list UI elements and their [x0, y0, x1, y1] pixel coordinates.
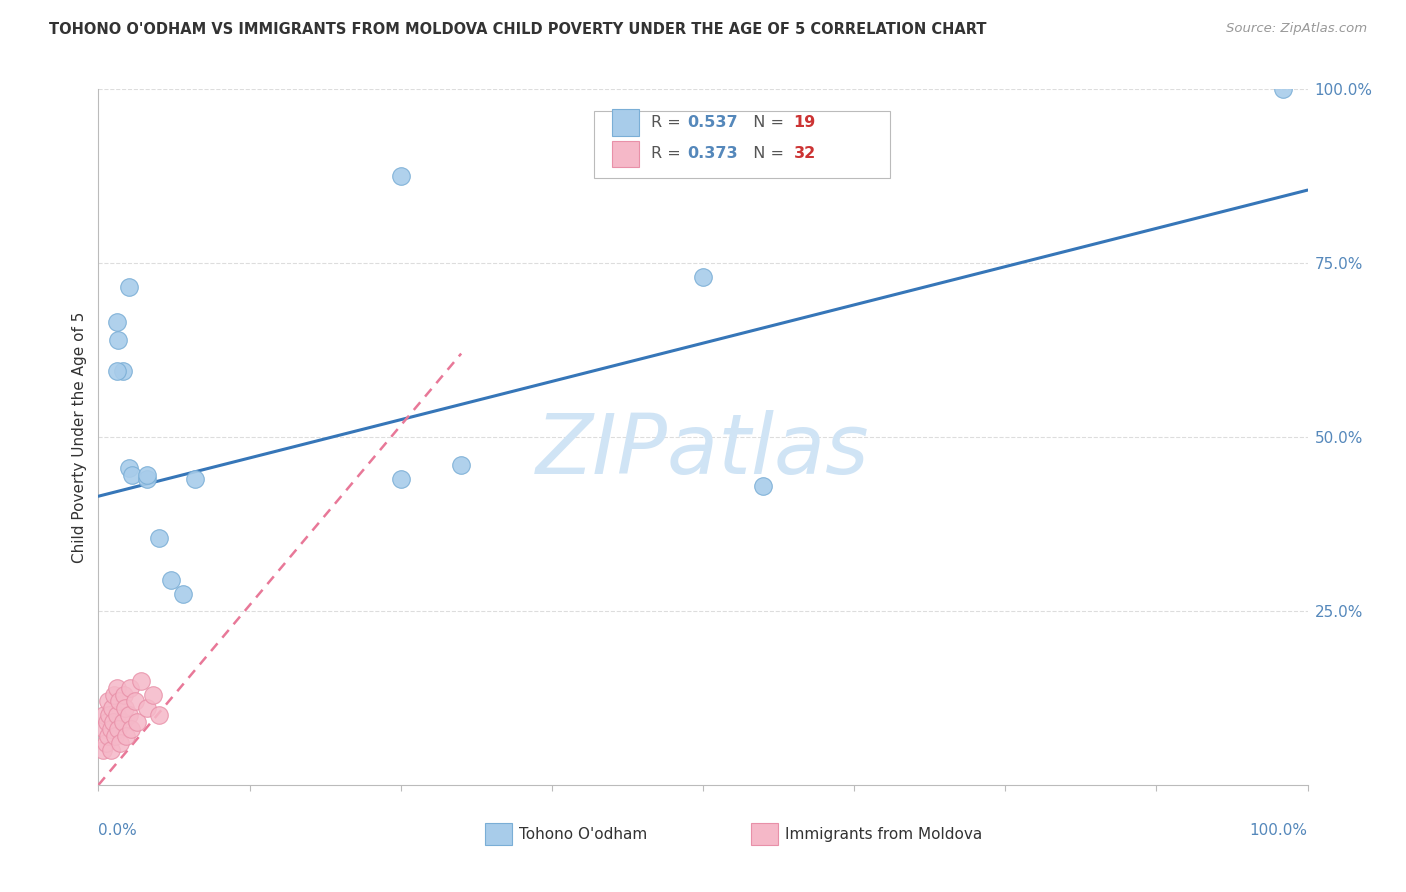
Point — [1272, 82, 1295, 96]
Point — [389, 169, 412, 184]
Point — [103, 688, 125, 702]
Point — [108, 736, 131, 750]
Point — [184, 472, 207, 486]
Point — [692, 270, 714, 285]
Point — [160, 573, 183, 587]
Point — [105, 708, 128, 723]
Point — [91, 743, 114, 757]
Point — [172, 587, 194, 601]
Point — [129, 673, 152, 688]
Point — [100, 723, 122, 737]
Point — [111, 364, 134, 378]
Point — [114, 701, 136, 715]
Point — [115, 729, 138, 743]
Point — [121, 468, 143, 483]
Point — [104, 729, 127, 743]
Point — [98, 708, 121, 723]
Point — [148, 708, 170, 723]
Text: 19: 19 — [793, 115, 815, 130]
Point — [112, 688, 135, 702]
Point — [105, 364, 128, 378]
Point — [752, 479, 775, 493]
Text: Immigrants from Moldova: Immigrants from Moldova — [785, 827, 983, 842]
Text: 0.0%: 0.0% — [98, 823, 138, 838]
FancyBboxPatch shape — [613, 109, 638, 136]
Text: Source: ZipAtlas.com: Source: ZipAtlas.com — [1226, 22, 1367, 36]
Text: TOHONO O'ODHAM VS IMMIGRANTS FROM MOLDOVA CHILD POVERTY UNDER THE AGE OF 5 CORRE: TOHONO O'ODHAM VS IMMIGRANTS FROM MOLDOV… — [49, 22, 987, 37]
Point — [111, 715, 134, 730]
Text: Tohono O'odham: Tohono O'odham — [519, 827, 647, 842]
Text: 32: 32 — [793, 146, 815, 161]
Text: N =: N = — [742, 146, 789, 161]
Point — [135, 472, 157, 486]
FancyBboxPatch shape — [485, 823, 512, 846]
Text: 0.537: 0.537 — [688, 115, 738, 130]
Point — [105, 681, 128, 695]
Point — [389, 472, 412, 486]
Point — [118, 280, 141, 294]
Point — [135, 701, 157, 715]
Point — [120, 723, 142, 737]
Point — [107, 333, 129, 347]
Point — [148, 531, 170, 545]
Point — [100, 701, 122, 715]
Point — [94, 736, 117, 750]
Point — [118, 681, 141, 695]
Point — [96, 715, 118, 730]
Point — [127, 715, 149, 730]
Point — [93, 723, 115, 737]
Point — [108, 694, 131, 708]
Text: R =: R = — [651, 146, 686, 161]
Point — [93, 708, 115, 723]
Point — [105, 315, 128, 329]
Text: N =: N = — [742, 115, 789, 130]
Text: 100.0%: 100.0% — [1250, 823, 1308, 838]
Point — [101, 715, 124, 730]
Point — [118, 708, 141, 723]
Point — [142, 688, 165, 702]
Y-axis label: Child Poverty Under the Age of 5: Child Poverty Under the Age of 5 — [72, 311, 87, 563]
Point — [107, 723, 129, 737]
Text: ZIPatlas: ZIPatlas — [536, 410, 870, 491]
FancyBboxPatch shape — [595, 112, 890, 178]
Text: R =: R = — [651, 115, 686, 130]
Point — [97, 694, 120, 708]
Point — [118, 461, 141, 475]
Point — [135, 468, 157, 483]
FancyBboxPatch shape — [613, 141, 638, 167]
FancyBboxPatch shape — [751, 823, 778, 846]
Point — [124, 694, 146, 708]
Point — [97, 729, 120, 743]
Text: 0.373: 0.373 — [688, 146, 738, 161]
Point — [100, 743, 122, 757]
Point — [450, 458, 472, 472]
